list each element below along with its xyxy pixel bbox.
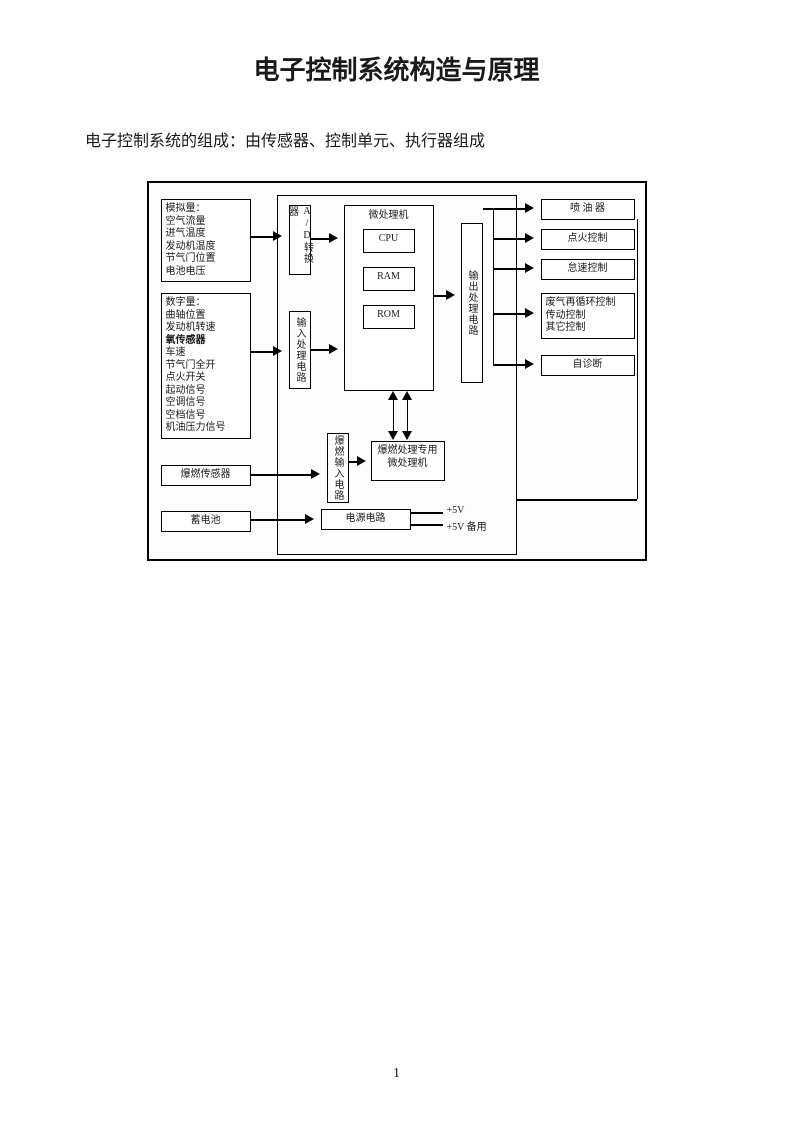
edge [411,524,443,526]
knock-sensor-label: 爆燃传感器 [181,469,231,480]
cpu-label: CPU [379,233,398,244]
ad-converter-label: A/D转换器 [285,206,315,274]
input-circuit: 输入处理电路 [289,311,311,389]
knock-micro: 爆燃处理专用微处理机 [371,441,445,481]
arrow-icon [273,231,282,241]
arrow-icon [388,391,398,400]
arrow-icon [273,346,282,356]
arrow-icon [329,344,338,354]
arrow-icon [305,514,314,524]
cpu: CPU [363,229,415,253]
digital-inputs: 数字量： 曲轴位置 发动机转速 氧传感器 车速 节气门全开 点火开关 起动信号 … [161,293,251,439]
output-label: 怠速控制 [568,263,608,274]
digital-item: 节气门全开 [166,360,246,373]
microprocessor: 微处理机 CPU RAM ROM [344,205,434,391]
arrow-icon [388,431,398,440]
digital-item: 氧传感器 [166,335,246,348]
digital-item: 空调信号 [166,397,246,410]
power-5v-backup: +5V 备用 [447,518,487,533]
analog-item: 空气流量 [166,216,246,229]
page-number: 1 [0,1066,793,1082]
edge [483,208,527,210]
edge [493,208,495,364]
power-circuit: 电源电路 [321,509,411,530]
output-label: 点火控制 [568,233,608,244]
arrow-icon [357,456,366,466]
analog-header: 模拟量： [166,203,246,216]
edge [637,219,639,499]
output-label: 传动控制 [546,310,630,323]
output-injector: 喷 油 器 [541,199,635,220]
arrow-icon [525,263,534,273]
knock-input: 爆燃输入电路 [327,433,349,503]
edge [493,313,527,315]
output-label: 喷 油 器 [570,203,605,214]
analog-inputs: 模拟量： 空气流量 进气温度 发动机温度 节气门位置 电池电压 [161,199,251,282]
rom-label: ROM [377,309,400,320]
rom: ROM [363,305,415,329]
arrow-icon [525,308,534,318]
output-label: 废气再循环控制 [546,297,630,310]
output-label: 自诊断 [573,359,603,370]
analog-item: 进气温度 [166,228,246,241]
output-diag: 自诊断 [541,355,635,376]
edge [251,236,275,238]
edge [517,499,637,501]
power-5v: +5V [447,505,465,516]
digital-item: 曲轴位置 [166,310,246,323]
block-diagram: 模拟量： 空气流量 进气温度 发动机温度 节气门位置 电池电压 数字量： 曲轴位… [147,181,647,561]
output-group: 废气再循环控制 传动控制 其它控制 [541,293,635,339]
edge [411,512,443,514]
edge [311,238,331,240]
edge [251,351,275,353]
arrow-icon [329,233,338,243]
arrow-icon [446,290,455,300]
power-circuit-label: 电源电路 [346,513,386,524]
arrow-icon [402,391,412,400]
output-circuit: 输出处理电路 [461,223,483,383]
page-title: 电子控制系统构造与原理 [80,50,713,87]
edge [493,268,527,270]
arrow-icon [525,203,534,213]
digital-item: 机油压力信号 [166,422,246,435]
arrow-icon [402,431,412,440]
knock-sensor: 爆燃传感器 [161,465,251,486]
analog-item: 发动机温度 [166,241,246,254]
output-circuit-label: 输出处理电路 [464,270,479,336]
digital-item: 车速 [166,347,246,360]
battery-label: 蓄电池 [191,515,221,526]
edge [493,238,527,240]
digital-item: 发动机转速 [166,322,246,335]
micro-title: 微处理机 [349,210,429,223]
edge [311,349,331,351]
output-label: 其它控制 [546,322,630,335]
edge [251,474,313,476]
analog-item: 节气门位置 [166,253,246,266]
input-circuit-label: 输入处理电路 [292,317,307,383]
battery: 蓄电池 [161,511,251,532]
ram-label: RAM [377,271,400,282]
digital-item: 空档信号 [166,410,246,423]
digital-item: 点火开关 [166,372,246,385]
arrow-icon [311,469,320,479]
digital-header: 数字量： [166,297,246,310]
arrow-icon [525,359,534,369]
edge [251,519,307,521]
ram: RAM [363,267,415,291]
knock-micro-label: 爆燃处理专用微处理机 [378,445,438,469]
digital-item: 起动信号 [166,385,246,398]
edge [493,364,527,366]
output-ignition: 点火控制 [541,229,635,250]
knock-input-label: 爆燃输入电路 [330,435,345,501]
analog-item: 电池电压 [166,266,246,279]
arrow-icon [525,233,534,243]
output-idle: 怠速控制 [541,259,635,280]
page-subtitle: 电子控制系统的组成：由传感器、控制单元、执行器组成 [80,127,713,151]
ad-converter: A/D转换器 [289,205,311,275]
